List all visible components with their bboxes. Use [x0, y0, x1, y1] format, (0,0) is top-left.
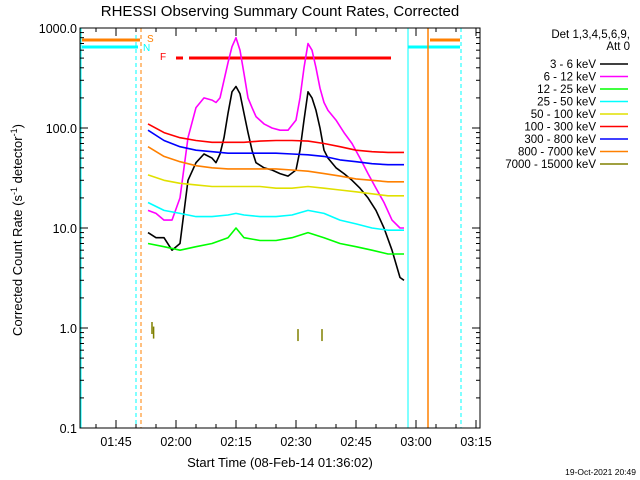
series-line-7: [147, 146, 404, 183]
y-tick-label: 1000.0: [39, 22, 77, 36]
x-tick-label: 02:45: [340, 435, 371, 449]
flag-label-0: S: [147, 34, 154, 45]
y-tick-label: 100.0: [46, 122, 77, 136]
y-tick-label: 10.0: [53, 222, 77, 236]
series-line-4: [147, 174, 404, 197]
series-line-1: [147, 36, 404, 229]
series-line-5: [147, 123, 404, 154]
series-line-6: [147, 129, 404, 166]
x-tick-label: 02:15: [220, 435, 251, 449]
x-tick-label: 03:00: [400, 435, 431, 449]
legend-label: 50 - 100 keV: [531, 109, 597, 121]
flag-label-2: F: [160, 52, 166, 63]
legend-label: 3 - 6 keV: [550, 59, 596, 71]
series-line-3: [147, 201, 404, 231]
legend-label: 12 - 25 keV: [537, 84, 596, 96]
legend-label: 300 - 800 keV: [524, 134, 596, 146]
x-tick-label: 02:00: [160, 435, 191, 449]
x-axis-label: Start Time (08-Feb-14 01:36:02): [187, 455, 373, 470]
series-line-0: [147, 85, 405, 281]
x-tick-label: 02:30: [280, 435, 311, 449]
legend-title-1: Det 1,3,4,5,6,9,: [551, 29, 630, 41]
x-tick-label: 01:45: [100, 435, 131, 449]
legend-title-2: Att 0: [606, 41, 630, 53]
legend-label: 25 - 50 keV: [537, 97, 596, 109]
x-tick-label: 03:15: [460, 435, 491, 449]
flag-label-1: N: [143, 43, 150, 54]
chart-title: RHESSI Observing Summary Count Rates, Co…: [101, 3, 459, 20]
y-axis-label: Corrected Count Rate (s-1 detector-1): [9, 124, 25, 336]
y-tick-label: 1.0: [60, 322, 77, 336]
legend-label: 6 - 12 keV: [544, 72, 597, 84]
legend-label: 7000 - 15000 keV: [505, 159, 596, 171]
legend-label: 800 - 7000 keV: [518, 147, 596, 159]
plot-frame: [79, 27, 481, 429]
timestamp: 19-Oct-2021 20:49: [565, 467, 636, 477]
legend-label: 100 - 300 keV: [524, 122, 596, 134]
series-line-2: [147, 227, 404, 255]
y-tick-label: 0.1: [60, 422, 77, 436]
